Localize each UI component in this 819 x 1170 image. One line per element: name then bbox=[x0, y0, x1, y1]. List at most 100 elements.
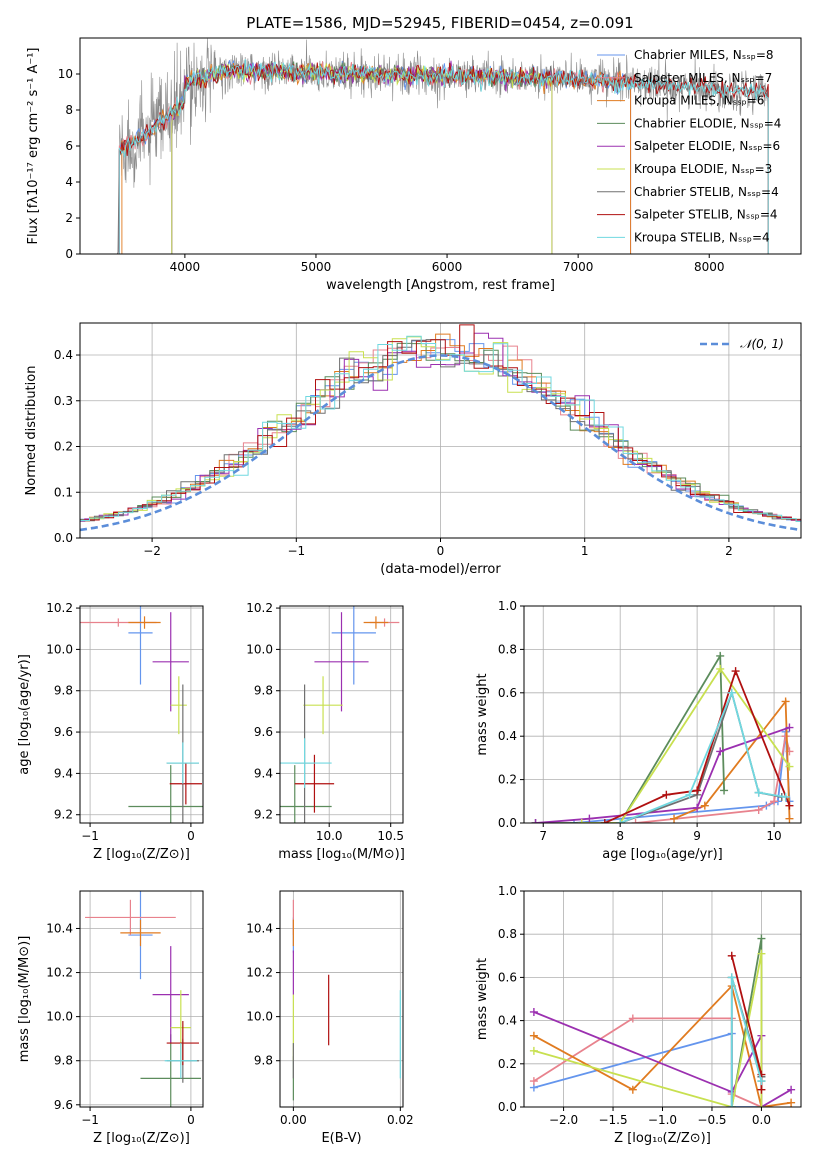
weight-series-line bbox=[535, 652, 725, 823]
legend-entry-label: Kroupa ELODIE, Nₛₛₚ=3 bbox=[634, 162, 772, 176]
residuals-panel: −2 −1 0 1 2 0.0 0.1 0.2 0.3 0.4 (data-model)/error… bbox=[24, 322, 802, 577]
weight-series-line bbox=[673, 698, 791, 820]
y-tick-label: 9.2 bbox=[254, 808, 273, 822]
weight-point-marker bbox=[662, 790, 671, 799]
weight-point-marker bbox=[785, 801, 794, 810]
weight-vs-age-plot-area bbox=[531, 651, 794, 823]
y-tick-label: 9.8 bbox=[54, 684, 73, 698]
x-tick-label: 1 bbox=[581, 544, 589, 558]
weight-point-marker bbox=[529, 1077, 538, 1086]
model-spectrum-line bbox=[121, 63, 632, 254]
mass-vs-Z-plot-area bbox=[85, 891, 201, 1107]
weight-point-marker bbox=[628, 1014, 637, 1023]
axes-frame bbox=[279, 605, 404, 824]
x-tick-label: 10.5 bbox=[377, 829, 404, 843]
weight-point-marker bbox=[716, 747, 725, 756]
y-tick-label: 10.2 bbox=[246, 966, 273, 980]
weight-point-marker bbox=[727, 951, 736, 960]
x-tick-label: 0 bbox=[187, 829, 195, 843]
x-tick-label: 0.02 bbox=[387, 1113, 414, 1127]
y-tick-label: 9.4 bbox=[254, 766, 273, 780]
weight-point-marker bbox=[693, 803, 702, 812]
weight-point-marker bbox=[727, 973, 736, 982]
axes-frame bbox=[79, 890, 204, 1108]
weight-point-marker bbox=[616, 819, 625, 823]
weight-point-marker bbox=[716, 651, 725, 660]
x-tick-label: 0 bbox=[437, 544, 445, 558]
weight-point-marker bbox=[529, 1046, 538, 1055]
weight-point-marker bbox=[731, 667, 740, 676]
legend-entry-label: Kroupa STELIB, Nₛₛₚ=4 bbox=[634, 230, 770, 244]
weight-point-marker bbox=[785, 814, 794, 823]
spectrum-plot-area bbox=[114, 38, 769, 254]
weight-point-marker bbox=[585, 814, 594, 823]
legend-entry-label: Chabrier ELODIE, Nₛₛₚ=4 bbox=[634, 116, 781, 130]
age-vs-mass-panel: 10.0 10.5 9.2 9.4 9.6 9.8 10.0 10.2 mass [log₁₀(… bbox=[246, 601, 404, 862]
y-tick-label: 10.2 bbox=[246, 601, 273, 615]
y-tick-label: 0.8 bbox=[498, 927, 517, 941]
x-tick-label: 4000 bbox=[170, 260, 201, 274]
y-axis-label: age [log₁₀(age/yr)] bbox=[17, 654, 32, 775]
x-tick-label: 10 bbox=[766, 829, 781, 843]
weight-series-line bbox=[533, 1032, 762, 1107]
y-tick-label: 10.0 bbox=[246, 642, 273, 656]
y-tick-label: 4 bbox=[65, 175, 73, 189]
legend-entry-label: Salpeter STELIB, Nₛₛₚ=4 bbox=[634, 208, 778, 222]
y-tick-label: 0.0 bbox=[498, 816, 517, 830]
x-tick-label: 0 bbox=[187, 1113, 195, 1127]
y-tick-label: 0 bbox=[65, 247, 73, 261]
x-tick-label: 8000 bbox=[694, 260, 725, 274]
weight-point-marker bbox=[631, 819, 640, 823]
x-tick-label: 0.0 bbox=[752, 1113, 771, 1127]
weight-point-marker bbox=[716, 664, 725, 673]
weight-point-marker bbox=[757, 1077, 766, 1086]
weight-series-line bbox=[533, 953, 763, 1107]
gaussian-curve bbox=[80, 354, 801, 532]
weight-point-marker bbox=[531, 819, 540, 823]
weight-point-marker bbox=[685, 790, 694, 799]
model-spectrum-line bbox=[118, 59, 769, 254]
weight-point-marker bbox=[577, 819, 586, 823]
y-tick-label: 0.0 bbox=[498, 1100, 517, 1114]
y-tick-label: 9.6 bbox=[54, 725, 73, 739]
x-axis-label: age [log₁₀(age/yr)] bbox=[602, 847, 723, 862]
weight-point-marker bbox=[693, 786, 702, 795]
weight-point-marker bbox=[787, 1085, 796, 1094]
weight-point-marker bbox=[727, 688, 736, 697]
x-tick-label: −2 bbox=[143, 544, 161, 558]
y-tick-label: 10.0 bbox=[246, 1010, 273, 1024]
y-tick-label: 0.2 bbox=[54, 440, 73, 454]
model-spectrum-line bbox=[114, 60, 769, 254]
y-axis-label: mass weight bbox=[475, 673, 490, 755]
y-tick-label: 0.4 bbox=[498, 729, 517, 743]
y-tick-label: 10.4 bbox=[246, 921, 273, 935]
y-tick-label: 10.2 bbox=[46, 966, 73, 980]
y-tick-label: 0.2 bbox=[498, 1057, 517, 1071]
weight-point-marker bbox=[757, 1103, 766, 1107]
y-tick-label: 10.0 bbox=[46, 642, 73, 656]
y-tick-label: 1.0 bbox=[498, 884, 517, 898]
x-tick-label: 2 bbox=[725, 544, 733, 558]
x-axis-label: Z [log₁₀(Z/Z⊙)] bbox=[93, 1131, 190, 1146]
x-axis-label: (data-model)/error bbox=[380, 562, 501, 577]
y-tick-label: 9.8 bbox=[254, 1054, 273, 1068]
y-tick-label: 0.2 bbox=[498, 773, 517, 787]
x-tick-label: −1 bbox=[81, 1113, 99, 1127]
age-vs-mass-plot-area bbox=[280, 606, 400, 823]
gaussian-legend-label: 𝒩(0, 1) bbox=[740, 337, 784, 351]
x-tick-label: 8 bbox=[616, 829, 624, 843]
y-axis-label: Normed distribution bbox=[24, 366, 39, 496]
axes-frame bbox=[523, 605, 802, 824]
y-tick-label: 9.6 bbox=[254, 725, 273, 739]
weight-point-marker bbox=[720, 786, 729, 795]
mass-vs-Z-panel: −1 0 9.6 9.8 10.0 10.2 10.4 Z [log₁₀(Z/Z⊙)] mass… bbox=[17, 890, 204, 1146]
weight-point-marker bbox=[700, 801, 709, 810]
weight-point-marker bbox=[754, 805, 763, 814]
x-tick-label: −1.0 bbox=[648, 1113, 677, 1127]
weight-point-marker bbox=[529, 1031, 538, 1040]
x-tick-label: 10.0 bbox=[316, 829, 343, 843]
weight-point-marker bbox=[727, 1103, 736, 1107]
weight-point-marker bbox=[670, 814, 679, 823]
